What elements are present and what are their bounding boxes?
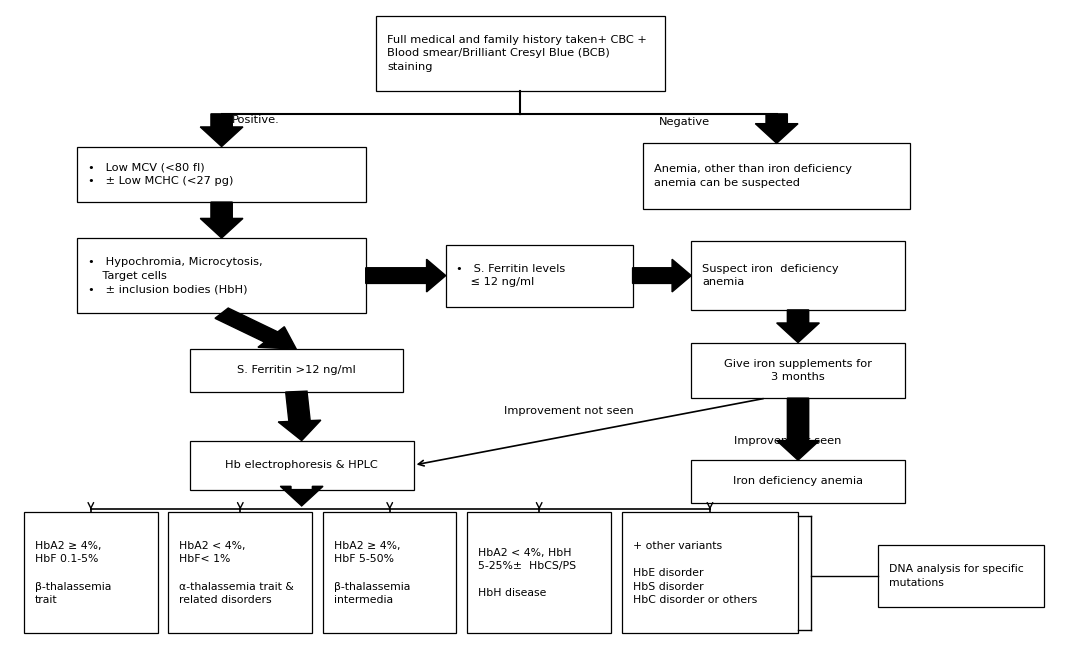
FancyBboxPatch shape bbox=[190, 349, 403, 391]
Text: Suspect iron  deficiency
anemia: Suspect iron deficiency anemia bbox=[702, 264, 839, 287]
FancyBboxPatch shape bbox=[622, 513, 798, 633]
FancyBboxPatch shape bbox=[467, 513, 612, 633]
Polygon shape bbox=[280, 486, 323, 506]
FancyBboxPatch shape bbox=[878, 545, 1044, 607]
Text: HbA2 < 4%, HbH
5-25%±  HbCS/PS

HbH disease: HbA2 < 4%, HbH 5-25%± HbCS/PS HbH diseas… bbox=[477, 548, 576, 598]
Text: Improvement not seen: Improvement not seen bbox=[503, 406, 633, 416]
Polygon shape bbox=[278, 391, 321, 441]
Text: Iron deficiency anemia: Iron deficiency anemia bbox=[733, 476, 863, 486]
Text: Give iron supplements for
3 months: Give iron supplements for 3 months bbox=[724, 358, 872, 382]
Polygon shape bbox=[201, 114, 242, 146]
Text: Improvement seen: Improvement seen bbox=[734, 436, 841, 445]
Text: •   S. Ferritin levels
    ≤ 12 ng/ml: • S. Ferritin levels ≤ 12 ng/ml bbox=[456, 264, 565, 287]
FancyBboxPatch shape bbox=[190, 441, 414, 490]
Text: S. Ferritin >12 ng/ml: S. Ferritin >12 ng/ml bbox=[237, 365, 356, 376]
Text: Negative: Negative bbox=[659, 117, 710, 127]
FancyBboxPatch shape bbox=[77, 146, 366, 202]
Text: HbA2 ≥ 4%,
HbF 0.1-5%

β-thalassemia
trait: HbA2 ≥ 4%, HbF 0.1-5% β-thalassemia trai… bbox=[34, 540, 112, 605]
FancyBboxPatch shape bbox=[691, 460, 905, 503]
FancyBboxPatch shape bbox=[323, 513, 456, 633]
FancyBboxPatch shape bbox=[168, 513, 312, 633]
Polygon shape bbox=[777, 310, 820, 343]
Polygon shape bbox=[201, 202, 242, 238]
Polygon shape bbox=[777, 398, 820, 460]
Text: Positive.: Positive. bbox=[232, 115, 280, 125]
FancyBboxPatch shape bbox=[691, 343, 905, 398]
Text: Anemia, other than iron deficiency
anemia can be suspected: Anemia, other than iron deficiency anemi… bbox=[653, 164, 852, 188]
FancyBboxPatch shape bbox=[445, 244, 633, 306]
Text: HbA2 ≥ 4%,
HbF 5-50%

β-thalassemia
intermedia: HbA2 ≥ 4%, HbF 5-50% β-thalassemia inter… bbox=[334, 540, 410, 605]
Text: •   Low MCV (<80 fl)
•   ± Low MCHC (<27 pg): • Low MCV (<80 fl) • ± Low MCHC (<27 pg) bbox=[88, 163, 234, 186]
FancyBboxPatch shape bbox=[377, 16, 664, 91]
FancyBboxPatch shape bbox=[643, 143, 910, 209]
FancyBboxPatch shape bbox=[24, 513, 158, 633]
Text: •   Hypochromia, Microcytosis,
    Target cells
•   ± inclusion bodies (HbH): • Hypochromia, Microcytosis, Target cell… bbox=[88, 257, 263, 294]
Polygon shape bbox=[366, 259, 445, 292]
Text: DNA analysis for specific
mutations: DNA analysis for specific mutations bbox=[888, 564, 1024, 588]
Text: Hb electrophoresis & HPLC: Hb electrophoresis & HPLC bbox=[225, 460, 378, 470]
Text: HbA2 < 4%,
HbF< 1%

α-thalassemia trait &
related disorders: HbA2 < 4%, HbF< 1% α-thalassemia trait &… bbox=[179, 540, 294, 605]
Text: Full medical and family history taken+ CBC +
Blood smear/Brilliant Cresyl Blue (: Full medical and family history taken+ C… bbox=[387, 35, 647, 72]
Text: + other variants

HbE disorder
HbS disorder
HbC disorder or others: + other variants HbE disorder HbS disord… bbox=[633, 540, 756, 605]
FancyBboxPatch shape bbox=[691, 241, 905, 310]
Polygon shape bbox=[755, 114, 798, 143]
FancyBboxPatch shape bbox=[77, 238, 366, 313]
Polygon shape bbox=[215, 308, 296, 349]
Polygon shape bbox=[633, 259, 691, 292]
